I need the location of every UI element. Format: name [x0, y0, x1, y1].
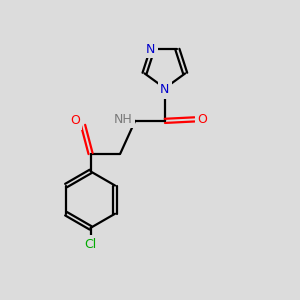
Text: NH: NH	[113, 113, 132, 126]
Text: O: O	[70, 114, 80, 128]
Text: O: O	[197, 113, 207, 126]
Text: Cl: Cl	[84, 238, 97, 251]
Text: N: N	[146, 43, 155, 56]
Text: N: N	[160, 83, 170, 96]
